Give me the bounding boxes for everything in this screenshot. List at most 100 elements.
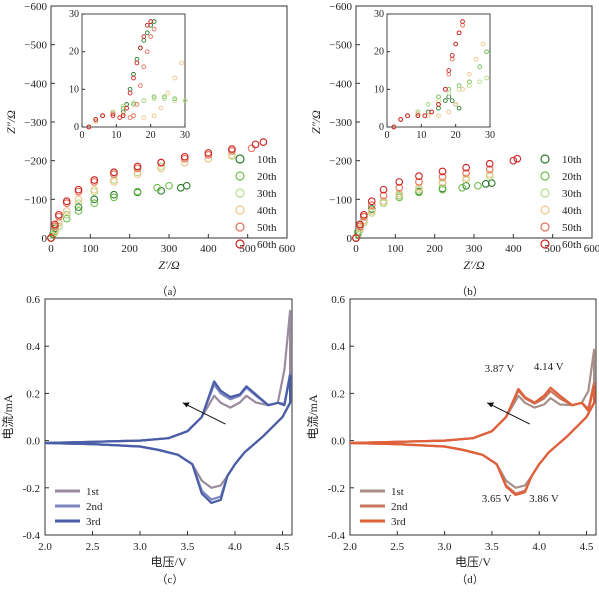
y-tick-label: −300	[329, 117, 352, 129]
x-tick-label: 2.0	[343, 541, 357, 553]
data-point	[74, 199, 83, 208]
inset-data-point	[148, 34, 154, 39]
inset-data-point	[93, 117, 99, 122]
legend-label: 1st	[391, 486, 404, 498]
inset-data-point	[172, 75, 178, 81]
inset-y-tick-label: 0	[379, 122, 384, 133]
data-point	[90, 195, 99, 204]
inset-data-point	[446, 68, 452, 73]
legend-label: 30th	[562, 188, 582, 200]
data-point	[458, 183, 467, 192]
legend-label: 10th	[562, 154, 582, 166]
x-tick-label: 2.5	[86, 541, 100, 553]
inset-data-point	[436, 113, 441, 119]
data-point	[487, 179, 496, 187]
data-point	[367, 197, 376, 206]
y-tick-label: −300	[24, 117, 47, 129]
inset-frame	[386, 13, 491, 128]
inset-data-point	[477, 79, 483, 85]
inset-data-point	[148, 19, 154, 24]
data-point	[481, 180, 490, 188]
x-axis-label: 电压/V	[150, 555, 186, 569]
data-point	[110, 190, 118, 199]
series-3rd-curve	[44, 374, 292, 504]
data-point	[379, 197, 388, 206]
inset-data-point	[144, 49, 150, 55]
inset-series-60th	[391, 19, 465, 130]
legend-marker	[235, 154, 245, 164]
data-point	[367, 207, 376, 215]
y-tick-label: −100	[24, 194, 47, 206]
y-tick-label: −200	[329, 156, 352, 168]
inset-data-point	[165, 90, 171, 96]
inset-y-tick-label: 10	[69, 84, 79, 95]
data-point	[360, 210, 368, 219]
data-point	[485, 165, 494, 174]
data-point	[110, 193, 118, 202]
legend-label: 20th	[562, 171, 582, 183]
data-point	[474, 181, 482, 190]
data-point	[509, 156, 518, 165]
data-point	[133, 187, 142, 196]
inset-data-point	[446, 109, 452, 115]
data-point	[462, 181, 470, 190]
y-tick-label: -0.2	[23, 483, 40, 495]
panel-label: （d）	[456, 573, 484, 586]
y-axis-label: 电流/mA	[1, 394, 15, 440]
data-point	[90, 176, 99, 184]
x-tick-label: 200	[426, 243, 443, 255]
data-point	[55, 210, 63, 219]
y-tick-label: 0.4	[331, 341, 345, 353]
inset-data-point	[162, 94, 167, 100]
inset-data-point	[477, 64, 483, 70]
inset-y-tick-label: 20	[69, 47, 79, 58]
inset-data-point	[110, 111, 116, 117]
inset-data-point	[117, 115, 123, 120]
data-point	[415, 178, 423, 186]
inset-data-point	[141, 115, 147, 120]
inset-y-tick-label: 20	[374, 47, 384, 58]
inset-data-point	[141, 64, 147, 70]
data-point	[74, 203, 83, 211]
data-point	[62, 207, 71, 215]
data-point	[180, 158, 189, 167]
y-axis-label: Z″/Ω	[309, 110, 323, 134]
inset-data-point	[446, 90, 452, 96]
data-point	[395, 189, 404, 198]
data-point	[55, 222, 63, 231]
data-point	[204, 154, 213, 163]
data-point	[356, 220, 364, 229]
y-tick-label: −500	[24, 40, 47, 52]
y-tick-label: −600	[329, 1, 352, 13]
inset-data-point	[467, 71, 472, 77]
data-point	[228, 151, 236, 159]
inset-x-tick-label: 0	[385, 130, 390, 141]
x-tick-label: 4.0	[532, 541, 546, 553]
x-tick-label: 2.5	[390, 541, 404, 553]
x-tick-label: 500	[239, 243, 256, 255]
y-tick-label: 0.2	[26, 388, 40, 400]
x-tick-label: 300	[161, 243, 178, 255]
inset-series-60th	[86, 19, 154, 130]
inset-data-point	[162, 96, 167, 102]
data-point	[90, 185, 99, 194]
data-point	[51, 220, 59, 229]
data-point	[438, 173, 447, 181]
data-point	[438, 185, 447, 194]
inset-data-point	[100, 113, 105, 119]
inset: 0 10 20 30 0 10 20 30	[374, 9, 495, 141]
inset-data-point	[151, 96, 157, 102]
legend-label: 40th	[257, 205, 277, 217]
series-1st-curve	[44, 309, 292, 489]
peak-annotation: 3.86 V	[529, 493, 559, 505]
inset-data-point	[391, 124, 397, 130]
series-40th	[47, 151, 236, 242]
inset-data-point	[120, 113, 126, 119]
data-point	[133, 162, 142, 171]
inset-y-tick-label: 0	[74, 122, 79, 133]
inset-x-tick-label: 0	[80, 130, 85, 141]
inset-data-point	[460, 86, 465, 92]
data-point	[153, 183, 162, 192]
inset-data-point	[127, 90, 133, 96]
